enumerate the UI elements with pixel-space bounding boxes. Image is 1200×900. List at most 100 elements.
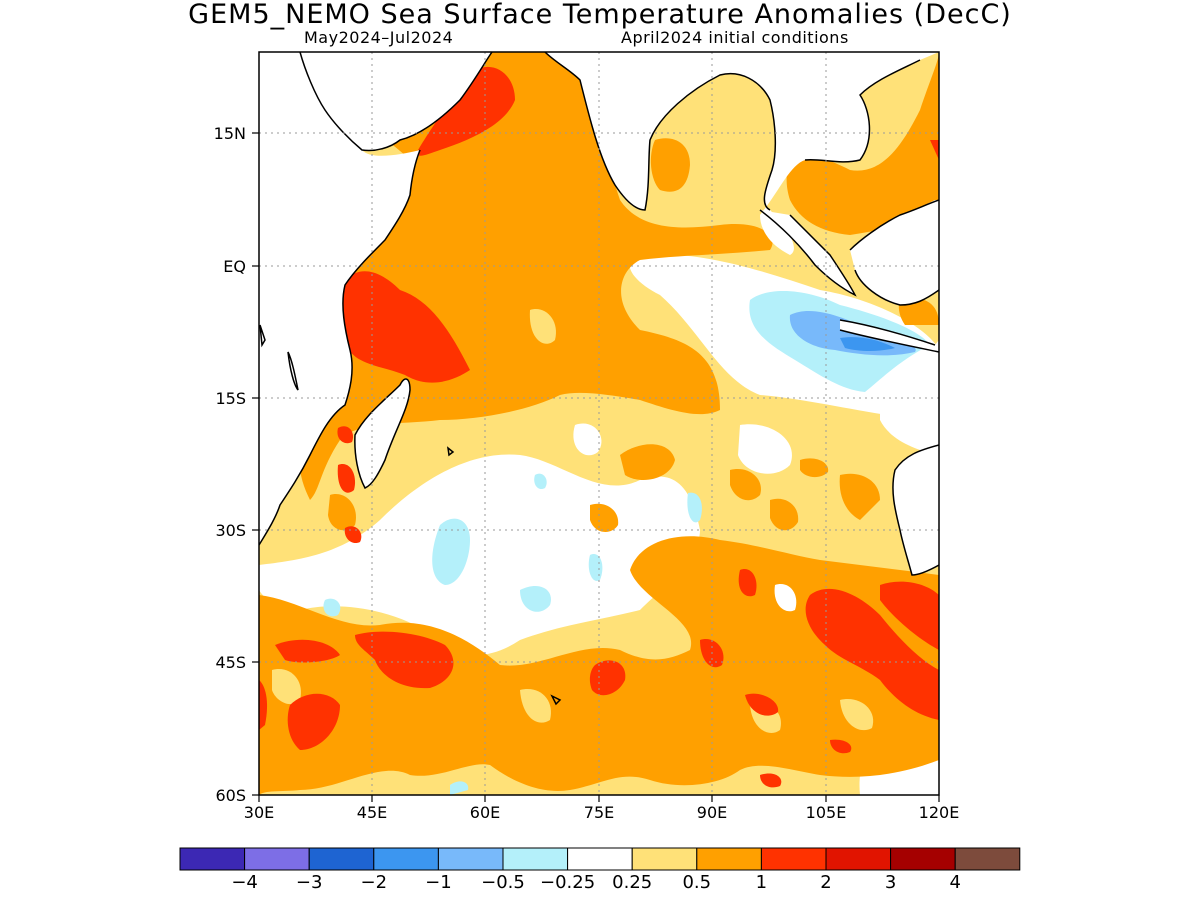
colorbar-label: −0.5 [481,872,525,893]
colorbar-label: 3 [885,872,896,893]
x-tick-label: 45E [357,803,387,822]
coastline-islet [287,351,299,391]
strong-warm-anomaly-area [341,271,470,383]
colorbar-swatch [954,847,1021,871]
y-tick-label: 60S [215,786,246,805]
colorbar-swatch [502,847,569,871]
coastline-australia [892,444,939,576]
coastline-java [839,319,939,353]
colorbar-swatch [244,847,310,871]
warm-anomaly-area [839,473,880,520]
warm-anomaly-area [328,494,356,531]
mild-anomaly-area [840,699,874,731]
mild-anomaly-area [529,309,556,344]
cool-anomaly-area [520,585,551,612]
colorbar-swatch [696,847,762,871]
strong-warm-anomaly-area [589,660,626,696]
y-tick-label: EQ [223,257,246,276]
cool-anomaly-area [534,473,547,490]
strong-warm-anomaly-area [417,66,515,156]
y-axis-labels: 15N EQ 15S 30S 45S 60S [214,124,246,805]
y-tick-label: 30S [215,521,246,540]
coastline-sumatra [759,209,857,297]
tick-marks [252,132,940,802]
strong-warm-anomaly-area [275,639,340,663]
coastline-india [544,52,777,211]
strong-warm-anomaly-area [930,140,939,160]
mild-anomaly-area [520,689,551,723]
colorbar-swatch [825,847,892,871]
warm-anomaly-area [620,444,675,480]
land-australia [892,445,939,575]
colorbar-label: −4 [231,872,258,893]
coastline-madagascar [354,378,411,489]
colorbar-label: −3 [296,872,323,893]
white-anomaly-area [738,424,792,474]
colorbar-swatch [373,847,439,871]
strong-warm-anomaly-area [259,680,268,730]
colorbar-label: 2 [820,872,831,893]
warm-anomaly-area [800,458,829,478]
colorbar-label: 4 [949,872,960,893]
colorbar-label: −2 [361,872,388,893]
coastline-islet [446,446,455,457]
colorbar-swatch [437,847,504,871]
gridlines [259,52,939,795]
x-tick-label: 75E [584,803,614,822]
x-tick-label: 30E [244,803,274,822]
coastline-borneo [849,199,939,306]
forecast-period: May2024–Jul2024 [304,28,454,47]
land-north [259,52,939,255]
white-anomaly-area [880,395,939,455]
y-tick-label: 15S [215,389,246,408]
coastline-indochina [804,59,921,163]
coastlines [259,52,939,706]
mild-anomaly-area [272,669,301,705]
cool-anomaly-area [432,518,470,585]
coastline-kerguelen [550,694,562,706]
warm-anomaly-area [786,52,939,235]
initial-conditions: April2024 initial conditions [621,28,849,47]
colorbar-swatch [760,847,827,871]
colorbar-swatch [308,847,375,871]
strong-warm-anomaly-area [337,426,354,444]
warm-anomaly-area [730,469,761,501]
strong-warm-anomaly-area [745,693,779,716]
land-java [840,320,939,352]
warm-anomaly-area [299,52,773,500]
coastline-africa [259,149,421,546]
strong-warm-anomaly-area [805,588,939,720]
cool-anomaly-area [687,492,702,523]
strong-warm-anomaly-area [337,464,356,493]
colorbar-label: 0.25 [612,872,652,893]
land-africa [259,52,420,545]
strong-warm-anomaly-area [738,569,757,597]
white-anomaly-area [259,454,700,655]
colorbar-swatch [890,847,956,871]
anomaly-field [259,52,939,795]
warm-anomaly-area [650,138,690,192]
cool-anomaly-area [840,337,895,351]
strong-warm-anomaly-area [344,526,362,544]
warm-anomaly-area [770,498,799,531]
strong-warm-anomaly-area [830,739,852,754]
x-tick-label: 90E [697,803,727,822]
land-borneo [850,200,939,305]
strong-warm-anomaly-area [760,773,782,788]
colorbar-swatch [631,847,698,871]
cool-anomaly-area [323,598,341,617]
land-madagascar [354,378,410,488]
colorbar-swatch [567,847,633,871]
map-title: GEM5_NEMO Sea Surface Temperature Anomal… [188,0,1012,30]
colorbar-label: 1 [756,872,767,893]
strong-warm-anomaly-area [355,631,454,689]
x-tick-label: 60E [470,803,500,822]
colorbar-swatch [179,847,246,871]
strong-warm-anomaly-area [880,581,939,650]
x-axis-labels: 30E 45E 60E 75E 90E 105E 120E [244,803,960,822]
x-tick-label: 105E [806,803,847,822]
strong-warm-anomaly-area [287,693,340,750]
y-tick-label: 15N [214,124,246,143]
coastline-arabia [299,52,493,152]
